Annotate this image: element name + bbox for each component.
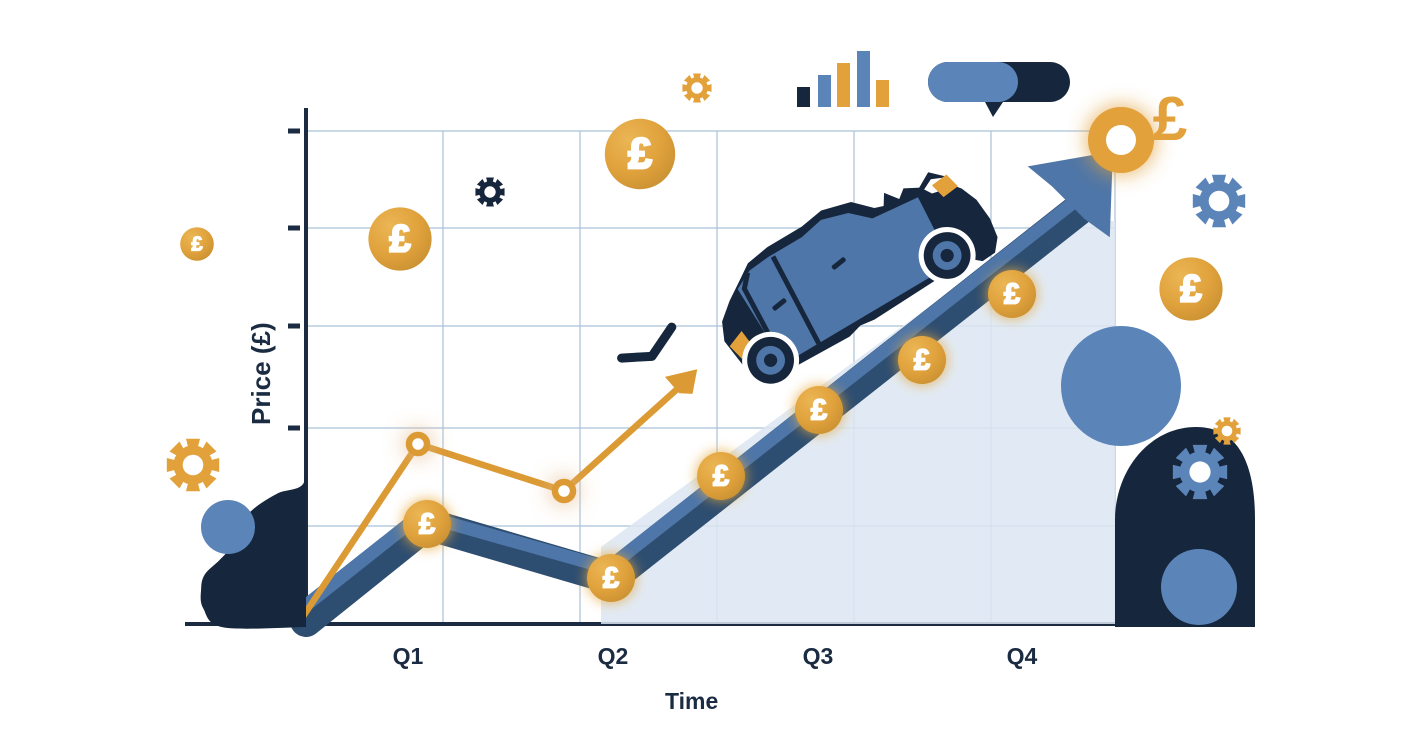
svg-text:£: £: [1153, 85, 1187, 154]
